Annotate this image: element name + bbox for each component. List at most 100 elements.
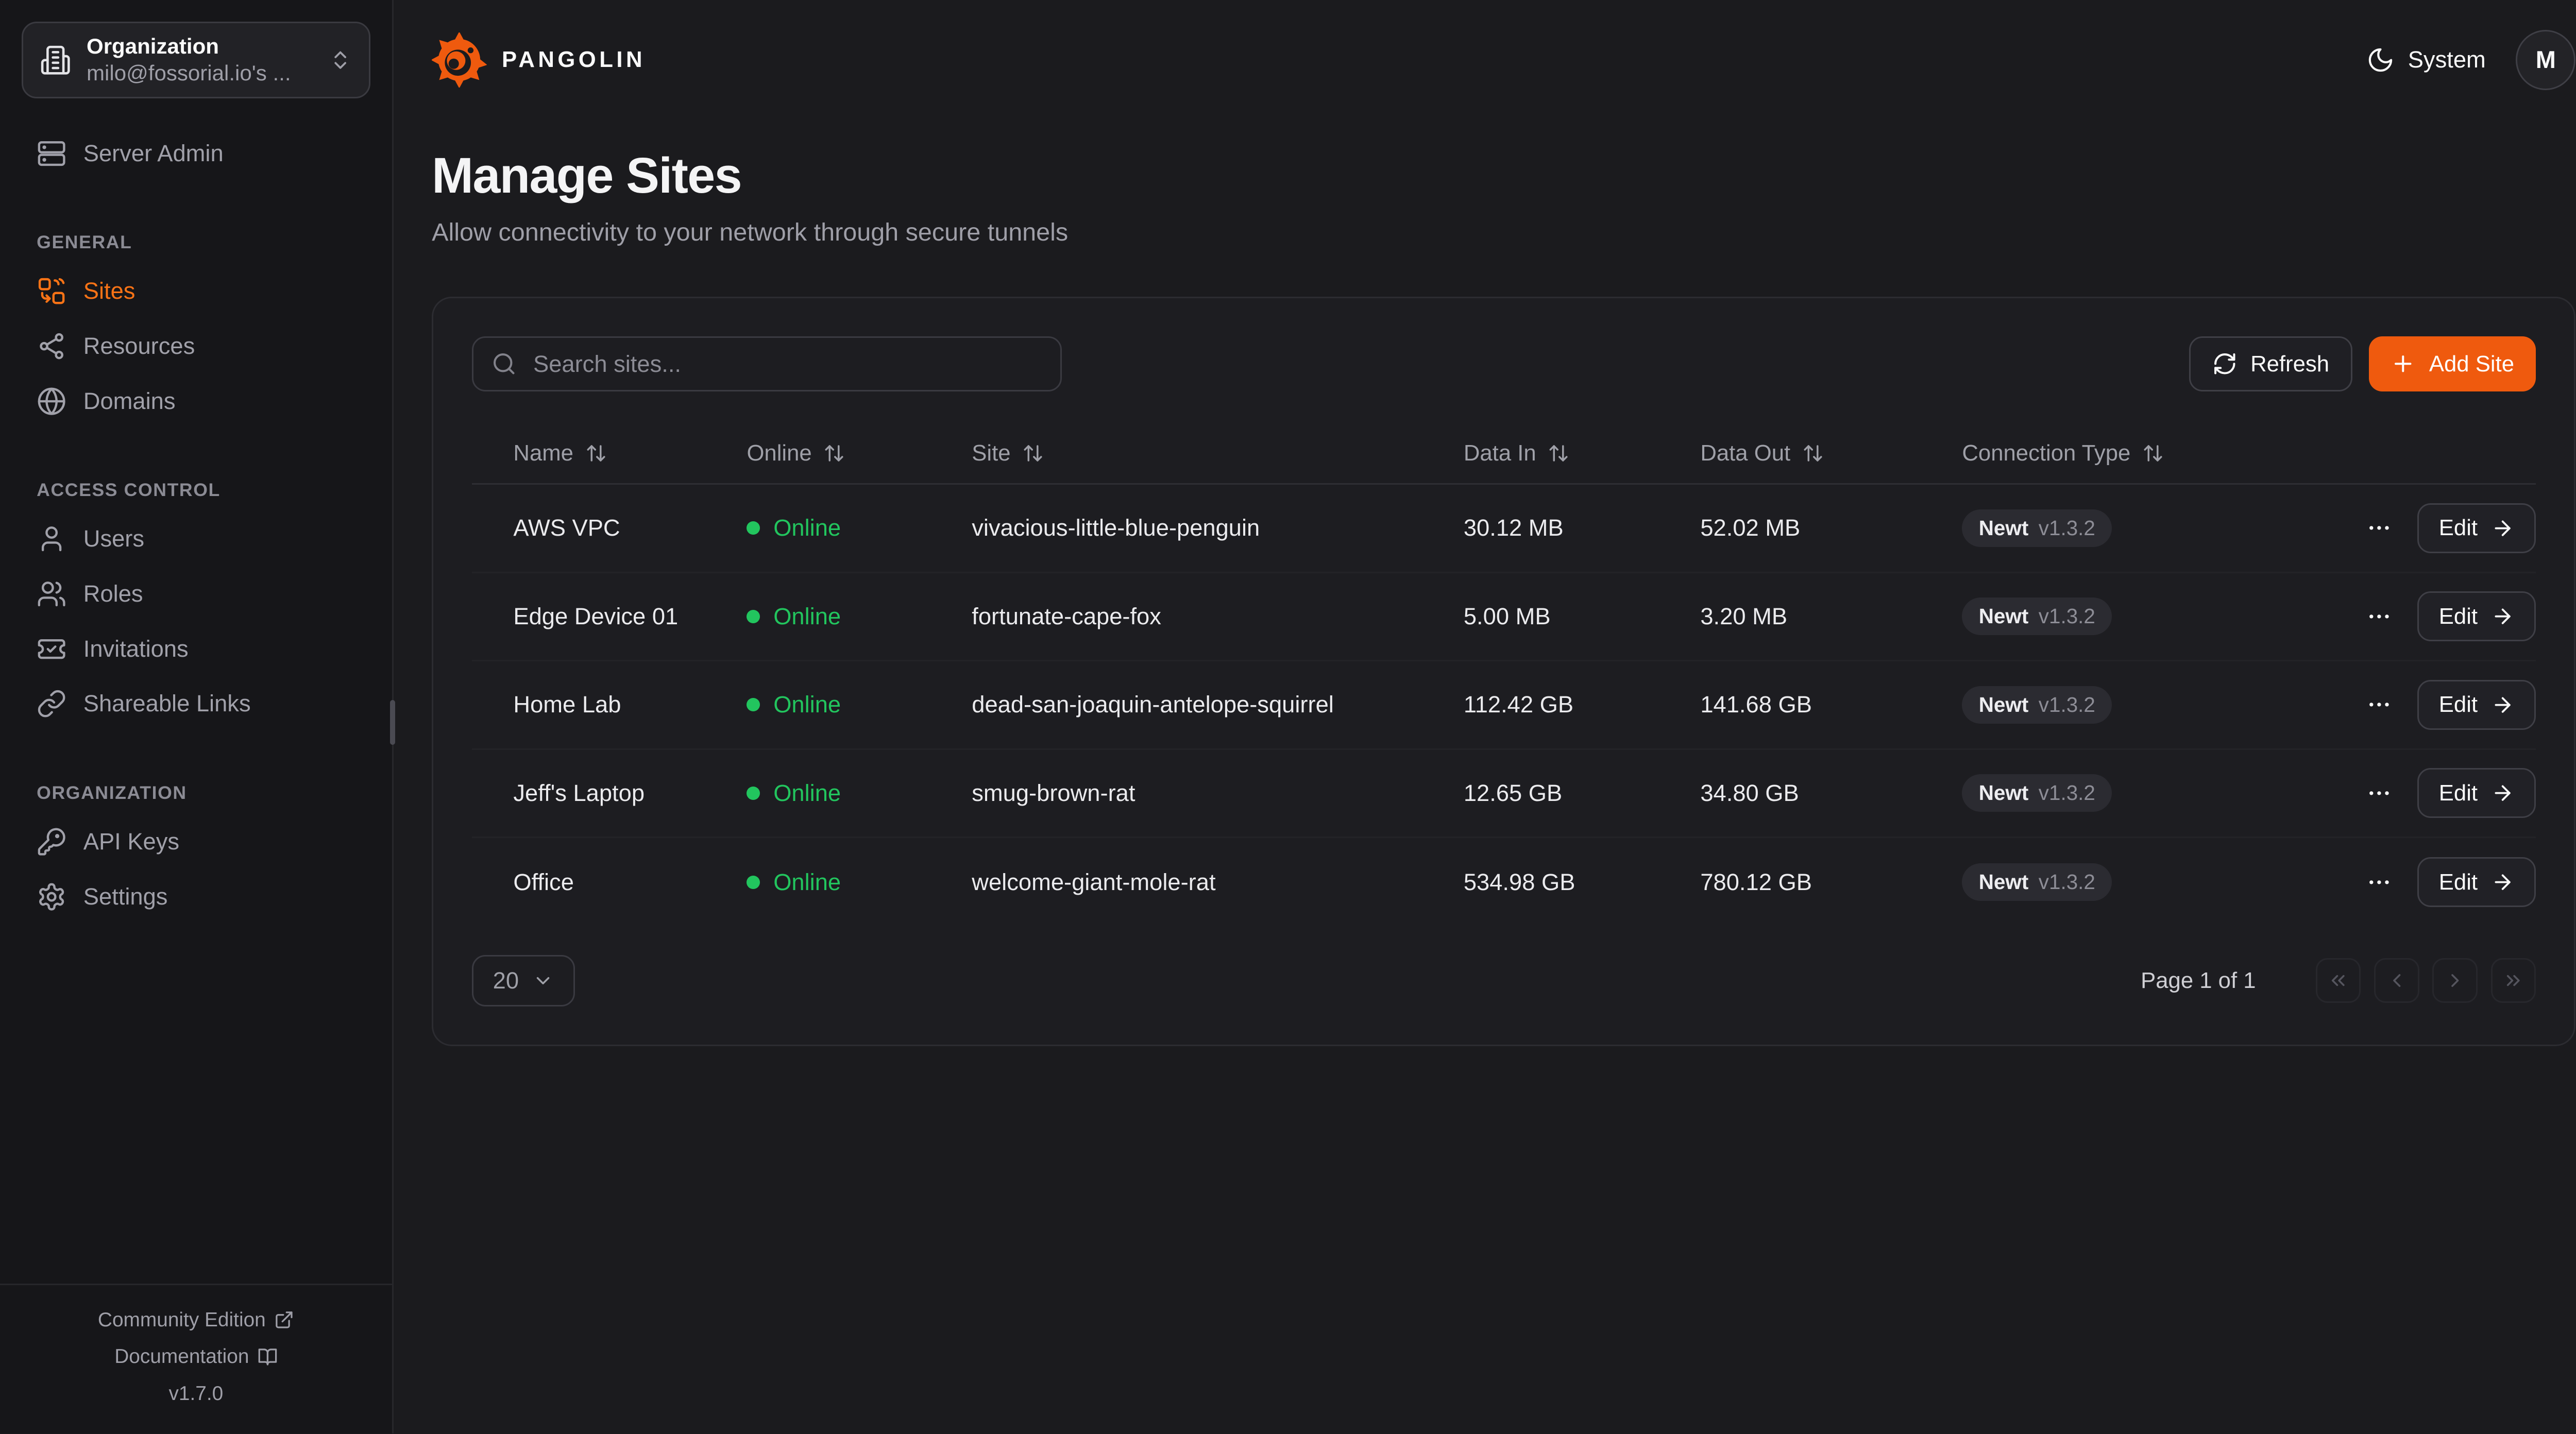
last-page-button[interactable]	[2490, 958, 2536, 1003]
refresh-button[interactable]: Refresh	[2189, 336, 2353, 391]
sidebar-item-label: Roles	[83, 580, 143, 607]
arrow-right-icon	[2495, 785, 2511, 801]
sort-icon	[825, 445, 843, 462]
connection-type-badge: Newt v1.3.2	[1962, 774, 2112, 812]
online-dot	[747, 698, 760, 712]
edit-button[interactable]: Edit	[2417, 679, 2536, 730]
table-row: AWS VPC Online vivacious-little-blue-pen…	[471, 485, 2536, 573]
cell-data-out: 34.80 GB	[1700, 779, 1799, 806]
sort-icon	[1024, 445, 1042, 462]
online-label: Online	[773, 515, 841, 541]
sort-icon	[1804, 445, 1822, 462]
chevrons-up-down-icon	[334, 51, 346, 69]
sidebar-item-label: Resources	[83, 332, 195, 359]
sidebar-item-domains[interactable]: Domains	[22, 376, 370, 426]
ellipsis-icon	[2369, 791, 2389, 795]
column-header-site[interactable]: Site	[972, 440, 1464, 466]
cell-data-in: 112.42 GB	[1463, 691, 1574, 718]
edit-button[interactable]: Edit	[2417, 591, 2536, 642]
avatar[interactable]: M	[2515, 30, 2576, 90]
cell-connection-type: Newt v1.3.2	[1962, 863, 2279, 901]
arrow-right-icon	[2495, 520, 2511, 536]
edit-button[interactable]: Edit	[2417, 503, 2536, 553]
search-input[interactable]	[530, 349, 1042, 379]
plus-icon	[2395, 355, 2412, 372]
app-version: v1.7.0	[168, 1382, 224, 1405]
user-icon	[42, 526, 62, 552]
page-title: Manage Sites	[432, 147, 742, 203]
cell-actions: Edit	[2279, 679, 2536, 730]
section-label-general: GENERAL	[37, 231, 132, 252]
row-menu-button[interactable]	[2362, 511, 2396, 545]
row-menu-button[interactable]	[2362, 865, 2396, 899]
org-selector[interactable]: Organization milo@fossorial.io's ...	[22, 22, 370, 98]
first-page-button[interactable]	[2315, 958, 2361, 1003]
online-label: Online	[773, 603, 841, 629]
prev-page-button[interactable]	[2374, 958, 2419, 1003]
sites-icon	[39, 278, 65, 304]
sidebar-item-label: Server Admin	[83, 140, 224, 166]
brand-logo[interactable]: PANGOLIN	[432, 32, 646, 88]
row-menu-button[interactable]	[2362, 776, 2396, 810]
add-site-button[interactable]: Add Site	[2369, 336, 2536, 391]
cell-connection-type: Newt v1.3.2	[1962, 509, 2279, 547]
theme-toggle[interactable]: System	[2366, 46, 2486, 74]
edit-button[interactable]: Edit	[2417, 768, 2536, 818]
cell-site: vivacious-little-blue-penguin	[972, 515, 1260, 541]
users-icon	[38, 581, 65, 606]
cell-actions: Edit	[2279, 857, 2536, 908]
sidebar-item-api-keys[interactable]: API Keys	[22, 816, 370, 866]
arrow-right-icon	[2495, 608, 2511, 624]
sidebar-nav: Server Admin GENERAL Sites Resources Dom…	[22, 128, 370, 927]
sidebar-scrollbar-thumb[interactable]	[390, 700, 396, 745]
column-header-connection-type[interactable]: Connection Type	[1962, 440, 2279, 466]
cell-name: Edge Device 01	[513, 603, 679, 629]
column-header-data-out[interactable]: Data Out	[1700, 440, 1962, 466]
ellipsis-icon	[2369, 880, 2389, 884]
row-menu-button[interactable]	[2362, 600, 2396, 633]
refresh-icon	[2214, 353, 2235, 374]
sidebar-item-label: Settings	[83, 883, 168, 910]
cell-data-in: 534.98 GB	[1463, 868, 1575, 895]
next-page-button[interactable]	[2432, 958, 2478, 1003]
cell-site: dead-san-joaquin-antelope-squirrel	[972, 691, 1334, 718]
cell-data-in: 12.65 GB	[1463, 779, 1563, 806]
org-label: Organization	[86, 33, 219, 58]
building-icon	[41, 45, 71, 75]
sidebar-item-shareable-links[interactable]: Shareable Links	[22, 679, 370, 729]
table-header: Name Online Site Data In Data Out Connec…	[471, 423, 2536, 485]
sidebar-item-invitations[interactable]: Invitations	[22, 624, 370, 674]
server-icon	[38, 141, 65, 166]
sidebar-item-label: Domains	[83, 387, 176, 414]
sidebar-item-sites[interactable]: Sites	[22, 266, 370, 316]
cell-actions: Edit	[2279, 591, 2536, 642]
sidebar-item-users[interactable]: Users	[22, 514, 370, 564]
online-dot	[747, 875, 760, 889]
sidebar-item-resources[interactable]: Resources	[22, 321, 370, 371]
column-header-data-in[interactable]: Data In	[1464, 440, 1700, 466]
sidebar-item-server-admin[interactable]: Server Admin	[22, 128, 370, 178]
cell-data-out: 780.12 GB	[1700, 868, 1812, 895]
column-header-online[interactable]: Online	[747, 440, 972, 466]
sidebar-item-label: Users	[83, 525, 145, 552]
ticket-check-icon	[38, 639, 65, 659]
cell-data-out: 52.02 MB	[1700, 515, 1801, 541]
online-dot	[747, 609, 760, 623]
sidebar-item-settings[interactable]: Settings	[22, 872, 370, 921]
link-icon	[38, 690, 65, 718]
cell-online: Online	[747, 691, 972, 718]
row-menu-button[interactable]	[2362, 688, 2396, 722]
sidebar-item-roles[interactable]: Roles	[22, 569, 370, 619]
cell-site: welcome-giant-mole-rat	[972, 868, 1216, 895]
sort-icon	[587, 445, 605, 462]
sort-icon	[2144, 445, 2162, 462]
documentation-link[interactable]: Documentation	[114, 1338, 277, 1375]
page-size-select[interactable]: 20	[471, 954, 575, 1006]
community-edition-link[interactable]: Community Edition	[98, 1302, 294, 1338]
column-header-name[interactable]: Name	[472, 440, 747, 466]
connection-type-badge: Newt v1.3.2	[1962, 509, 2112, 547]
cell-online: Online	[747, 603, 972, 630]
table-row: Office Online welcome-giant-mole-rat 534…	[472, 838, 2536, 927]
edit-button[interactable]: Edit	[2417, 857, 2536, 908]
